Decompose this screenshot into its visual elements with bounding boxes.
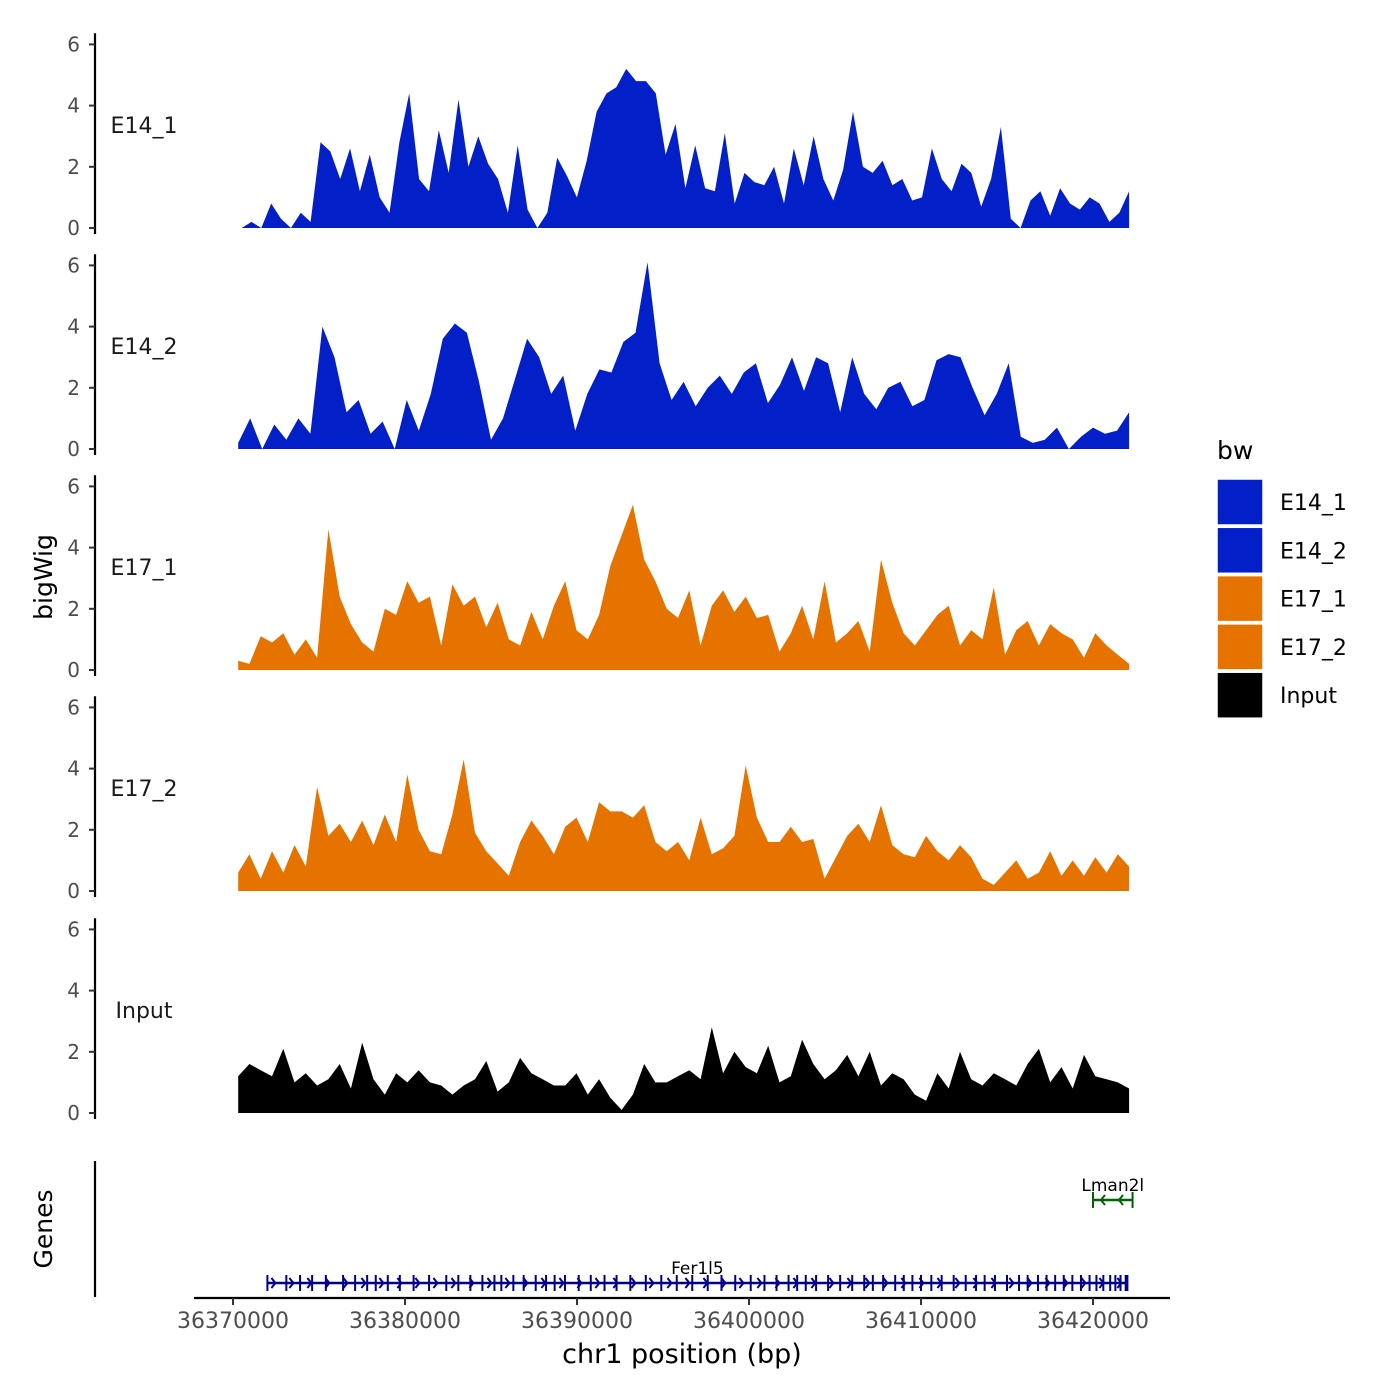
gene-Lman2l: Lman2l xyxy=(1081,1176,1144,1208)
x-axis-label: chr1 position (bp) xyxy=(562,1339,802,1370)
strand-arrow xyxy=(504,1277,511,1289)
strand-arrow xyxy=(432,1277,439,1289)
strand-arrow xyxy=(1026,1277,1033,1289)
strand-arrow xyxy=(648,1277,655,1289)
area-E17_1 xyxy=(238,504,1130,670)
y-tick-label: 4 xyxy=(67,979,80,1003)
track-E14_2: 0 2 4 6 E14_2 xyxy=(67,253,1130,461)
strand-arrow xyxy=(558,1277,565,1289)
strand-arrow xyxy=(360,1277,367,1289)
y-tick-label: 6 xyxy=(67,917,80,941)
y-tick-label: 0 xyxy=(67,879,80,903)
strand-arrow xyxy=(756,1277,763,1289)
strand-arrow xyxy=(684,1277,691,1289)
y-tick-label: 4 xyxy=(67,315,80,339)
strand-arrow xyxy=(594,1277,601,1289)
x-tick-label: 36380000 xyxy=(349,1309,461,1334)
legend: bw E14_1 E14_2 E17_1 E17_2 Input xyxy=(1216,436,1347,719)
track-label: Input xyxy=(116,999,173,1024)
y-tick-label: 2 xyxy=(67,155,80,179)
x-tick-label: 36420000 xyxy=(1037,1309,1149,1334)
strand-arrow xyxy=(450,1277,457,1289)
strand-arrow xyxy=(378,1277,385,1289)
track-E14_1: 0 2 4 6 E14_1 xyxy=(67,32,1130,240)
legend-key-E17_2 xyxy=(1216,623,1264,671)
y-tick-label: 0 xyxy=(67,437,80,461)
strand-arrow xyxy=(630,1277,637,1289)
y-tick-label: 4 xyxy=(67,757,80,781)
strand-arrow xyxy=(738,1277,745,1289)
strand-arrow xyxy=(1080,1277,1087,1289)
strand-arrow xyxy=(414,1277,421,1289)
x-tick-label: 36370000 xyxy=(177,1309,289,1334)
legend-key-E14_1 xyxy=(1216,478,1264,526)
y-tick-label: 0 xyxy=(67,216,80,240)
genes-axis-label: Genes xyxy=(29,1189,58,1268)
track-label: E17_1 xyxy=(111,556,178,581)
y-tick-label: 6 xyxy=(67,695,80,719)
gene-Fer1l5: Fer1l5 xyxy=(266,1259,1129,1291)
legend-key-E17_1 xyxy=(1216,574,1264,623)
track-E17_1: 0 2 4 6 E17_1 xyxy=(67,474,1130,682)
x-tick-label: 36410000 xyxy=(865,1309,977,1334)
y-tick-label: 2 xyxy=(67,376,80,400)
gene-label: Lman2l xyxy=(1081,1176,1144,1196)
strand-arrow xyxy=(828,1277,835,1289)
y-tick-label: 4 xyxy=(67,536,80,560)
legend-key-E14_2 xyxy=(1216,526,1264,575)
x-tick-label: 36400000 xyxy=(693,1309,805,1334)
gene-label: Fer1l5 xyxy=(671,1259,724,1279)
strand-arrow xyxy=(972,1277,979,1289)
strand-arrow xyxy=(486,1277,493,1289)
track-label: E14_1 xyxy=(111,114,178,139)
strand-arrow xyxy=(864,1277,871,1289)
track-label: E17_2 xyxy=(111,777,178,802)
area-E14_2 xyxy=(238,262,1130,449)
strand-arrow xyxy=(720,1277,727,1289)
legend-label: E14_2 xyxy=(1280,539,1347,564)
area-E17_2 xyxy=(238,759,1130,891)
strand-arrow xyxy=(1099,1194,1106,1206)
track-E17_2: 0 2 4 6 E17_2 xyxy=(67,695,1130,903)
legend-label: E17_2 xyxy=(1280,636,1347,661)
y-tick-label: 4 xyxy=(67,94,80,118)
area-Input xyxy=(238,1027,1130,1113)
track-Input: 0 2 4 6 Input xyxy=(67,917,1130,1125)
bigwig-tracks: 0 2 4 6 E14_1 0 2 4 6 E14_2 0 2 4 6 E17_1 0 2 4 6 E17_2 0 2 4 6… xyxy=(67,32,1130,1125)
legend-key-Input xyxy=(1216,671,1264,719)
legend-label: E17_1 xyxy=(1280,588,1347,613)
y-tick-label: 6 xyxy=(67,474,80,498)
y-tick-label: 2 xyxy=(67,818,80,842)
y-tick-label: 6 xyxy=(67,32,80,56)
strand-arrow xyxy=(288,1277,295,1289)
genes-panel: Fer1l5 Lman2l xyxy=(93,1161,1144,1297)
x-axis: 36370000 36380000 36390000 36400000 36410000… xyxy=(177,1296,1170,1334)
legend-label: Input xyxy=(1280,684,1337,709)
y-tick-label: 0 xyxy=(67,1101,80,1125)
strand-arrow xyxy=(270,1277,277,1289)
y-axis-label: bigWig xyxy=(29,534,58,620)
area-E14_1 xyxy=(241,68,1130,229)
legend-label: E14_1 xyxy=(1280,491,1347,516)
strand-arrow xyxy=(342,1277,349,1289)
y-tick-label: 0 xyxy=(67,658,80,682)
strand-arrow xyxy=(900,1277,907,1289)
y-tick-label: 2 xyxy=(67,1040,80,1064)
strand-arrow xyxy=(1117,1194,1124,1206)
strand-arrow xyxy=(954,1277,961,1289)
y-tick-label: 6 xyxy=(67,253,80,277)
strand-arrow xyxy=(882,1277,889,1289)
strand-arrow xyxy=(522,1277,529,1289)
legend-title: bw xyxy=(1217,436,1253,465)
strand-arrow xyxy=(396,1277,403,1289)
y-tick-label: 2 xyxy=(67,597,80,621)
strand-arrow xyxy=(1008,1277,1015,1289)
track-label: E14_2 xyxy=(111,335,178,360)
strand-arrow xyxy=(666,1277,673,1289)
x-tick-label: 36390000 xyxy=(521,1309,633,1334)
